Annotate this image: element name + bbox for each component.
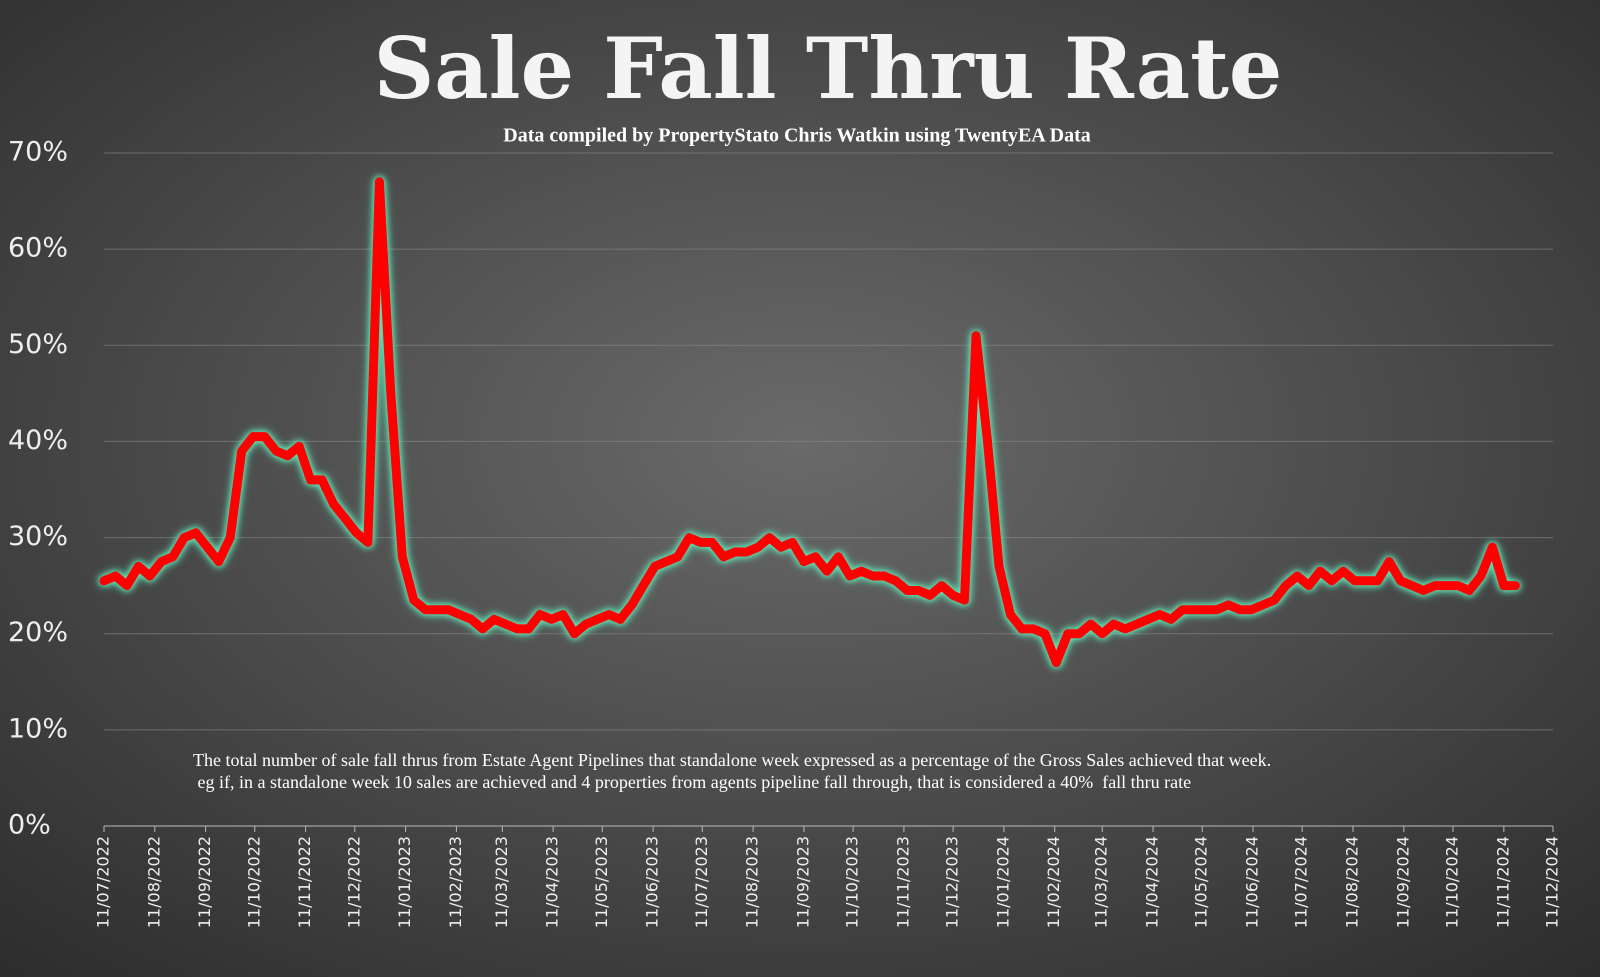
y-tick-label: 20% <box>8 617 68 648</box>
x-tick-label: 11/11/2022 <box>295 836 314 928</box>
y-tick-label: 70% <box>8 137 68 168</box>
x-tick-label: 11/04/2023 <box>543 836 562 928</box>
x-tick-label: 11/08/2024 <box>1343 836 1362 928</box>
x-tick-label: 11/05/2024 <box>1192 836 1211 928</box>
x-tick-label: 11/09/2024 <box>1393 836 1412 928</box>
y-tick-label: 30% <box>8 521 68 552</box>
x-tick-label: 11/12/2023 <box>943 836 962 928</box>
x-tick-label: 11/02/2024 <box>1044 836 1063 928</box>
x-tick-label: 11/08/2022 <box>144 836 163 928</box>
x-tick-label: 11/11/2023 <box>893 836 912 928</box>
annotation: The total number of sale fall thrus from… <box>193 750 1271 770</box>
x-tick-label: 11/07/2023 <box>692 836 711 928</box>
y-tick-label: 40% <box>8 425 68 456</box>
subtitle: Data compiled by PropertyStato Chris Wat… <box>503 125 1090 147</box>
x-tick-label: 11/07/2024 <box>1292 836 1311 928</box>
x-tick-label: 11/07/2022 <box>94 836 113 928</box>
chart-title: Sale Fall Thru Rate <box>374 19 1283 118</box>
x-tick-label: 11/09/2022 <box>195 836 214 928</box>
x-tick-label: 11/03/2023 <box>492 836 511 928</box>
x-tick-label: 11/12/2022 <box>344 836 363 928</box>
x-tick-label: 11/05/2023 <box>592 836 611 928</box>
x-tick-label: 11/09/2023 <box>793 836 812 928</box>
y-tick-label: 10% <box>8 713 68 744</box>
x-tick-label: 11/01/2024 <box>993 836 1012 928</box>
x-tick-label: 11/01/2023 <box>395 836 414 928</box>
x-tick-label: 11/10/2022 <box>244 836 263 928</box>
x-tick-label: 11/10/2024 <box>1443 836 1462 928</box>
x-tick-label: 11/08/2023 <box>743 836 762 928</box>
x-tick-label: 11/11/2024 <box>1493 836 1512 928</box>
data-line <box>99 177 1520 668</box>
y-tick-label: 0% <box>8 810 51 841</box>
x-tick-label: 11/02/2023 <box>446 836 465 928</box>
x-tick-label: 11/03/2024 <box>1092 836 1111 928</box>
x-tick-label: 11/06/2024 <box>1243 836 1262 928</box>
x-tick-label: 11/10/2023 <box>843 836 862 928</box>
y-tick-label: 50% <box>8 329 68 360</box>
x-tick-label: 11/04/2024 <box>1143 836 1162 928</box>
x-tick-label: 11/06/2023 <box>643 836 662 928</box>
annotation: eg if, in a standalone week 10 sales are… <box>193 772 1191 792</box>
x-tick-label: 11/12/2024 <box>1543 836 1562 928</box>
y-tick-label: 60% <box>8 233 68 264</box>
